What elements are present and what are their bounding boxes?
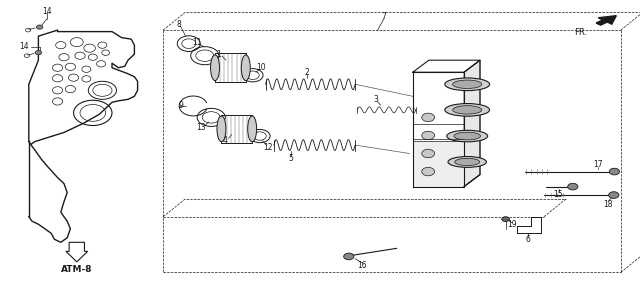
Text: 16: 16 [356,261,367,270]
Polygon shape [464,60,480,187]
Text: 4: 4 [223,136,228,145]
Text: 11: 11 [193,38,202,47]
Ellipse shape [454,132,481,140]
Ellipse shape [422,131,435,140]
Ellipse shape [452,80,482,88]
Text: 3: 3 [374,95,379,104]
Ellipse shape [448,157,486,167]
Text: 2: 2 [305,68,310,77]
Ellipse shape [422,167,435,176]
Ellipse shape [447,130,488,142]
Text: 15: 15 [553,190,563,199]
Ellipse shape [344,253,354,260]
Text: 10: 10 [256,63,266,72]
Ellipse shape [211,55,220,81]
Ellipse shape [35,51,42,55]
Text: 17: 17 [593,160,604,169]
Ellipse shape [454,158,480,166]
Ellipse shape [609,192,619,198]
Text: FR.: FR. [574,28,588,37]
Ellipse shape [502,217,509,222]
Text: 6: 6 [525,235,531,244]
Text: 14: 14 [42,7,52,16]
Ellipse shape [422,149,435,158]
Bar [413,141,464,187]
Ellipse shape [36,25,43,29]
Text: 5: 5 [289,154,294,163]
Text: 19: 19 [507,220,517,229]
FancyArrow shape [596,16,616,25]
Text: 9: 9 [178,101,183,110]
Text: 7: 7 [381,12,387,21]
Text: 18: 18 [604,200,612,209]
Ellipse shape [217,116,226,142]
Ellipse shape [445,78,490,91]
Text: 1: 1 [216,50,221,59]
Text: 8: 8 [176,20,181,29]
Ellipse shape [568,183,578,190]
Text: ATM-8: ATM-8 [61,265,93,274]
Ellipse shape [445,104,490,116]
Text: 14: 14 [19,42,29,51]
Ellipse shape [452,106,482,114]
Polygon shape [66,242,88,262]
Ellipse shape [248,116,257,142]
Ellipse shape [241,55,250,81]
Ellipse shape [422,113,435,122]
Text: 13: 13 [196,123,206,132]
Ellipse shape [609,168,620,175]
Text: 12: 12 [263,143,272,152]
